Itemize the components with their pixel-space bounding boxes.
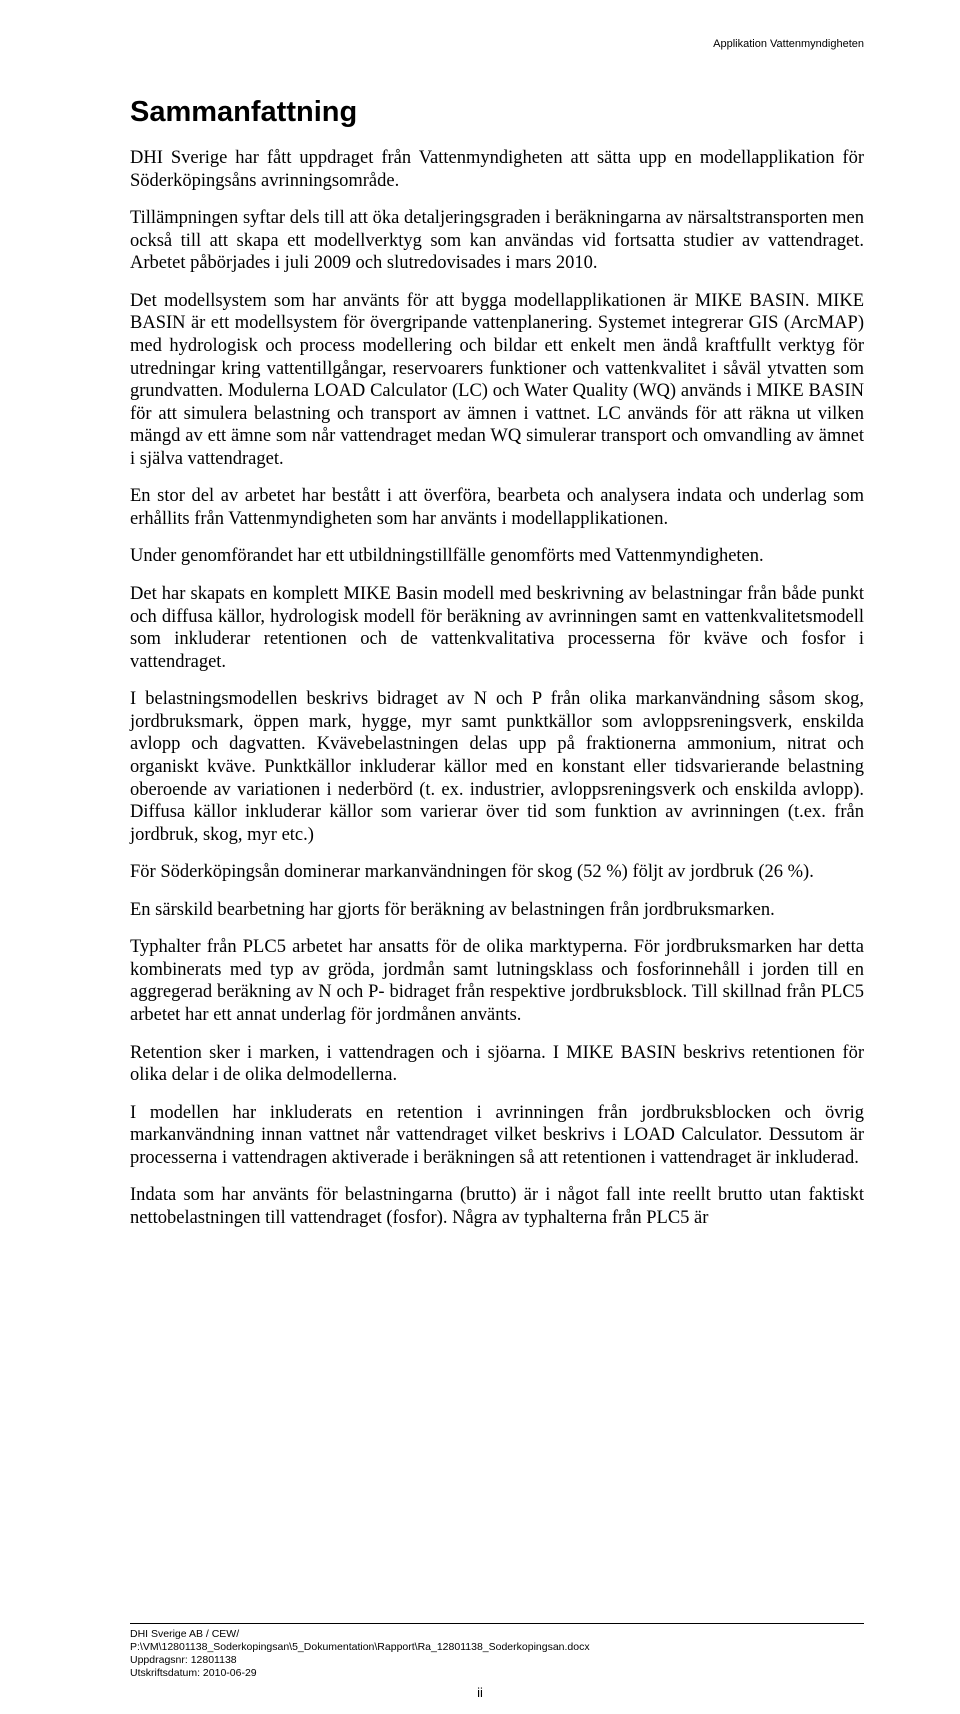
paragraph: Retention sker i marken, i vattendragen … (130, 1042, 864, 1087)
paragraph: Det modellsystem som har använts för att… (130, 290, 864, 471)
document-page: Applikation Vattenmyndigheten Sammanfatt… (0, 0, 960, 1714)
paragraph: Tillämpningen syftar dels till att öka d… (130, 207, 864, 275)
running-header: Applikation Vattenmyndigheten (713, 38, 864, 50)
paragraph: Under genomförandet har ett utbildningst… (130, 545, 864, 568)
paragraph: I modellen har inkluderats en retention … (130, 1102, 864, 1170)
footer-text-block: DHI Sverige AB / CEW/ P:\VM\12801138_Sod… (130, 1628, 864, 1681)
page-title: Sammanfattning (130, 96, 864, 129)
footer-company: DHI Sverige AB / CEW/ (130, 1628, 864, 1641)
body-content: DHI Sverige har fått uppdraget från Vatt… (130, 147, 864, 1230)
paragraph: En särskild bearbetning har gjorts för b… (130, 899, 864, 922)
paragraph: Typhalter från PLC5 arbetet har ansatts … (130, 936, 864, 1026)
paragraph: I belastningsmodellen beskrivs bidraget … (130, 688, 864, 846)
paragraph: DHI Sverige har fått uppdraget från Vatt… (130, 147, 864, 192)
paragraph: Indata som har använts för belastningarn… (130, 1184, 864, 1229)
page-number: ii (0, 1685, 960, 1700)
paragraph: Det har skapats en komplett MIKE Basin m… (130, 583, 864, 673)
page-footer: DHI Sverige AB / CEW/ P:\VM\12801138_Sod… (130, 1623, 864, 1681)
footer-assignment-no: Uppdragsnr: 12801138 (130, 1654, 864, 1667)
footer-print-date: Utskriftsdatum: 2010-06-29 (130, 1667, 864, 1680)
paragraph: För Söderköpingsån dominerar markanvändn… (130, 861, 864, 884)
paragraph: En stor del av arbetet har bestått i att… (130, 485, 864, 530)
footer-rule (130, 1623, 864, 1624)
footer-filepath: P:\VM\12801138_Soderkopingsan\5_Dokument… (130, 1641, 864, 1654)
